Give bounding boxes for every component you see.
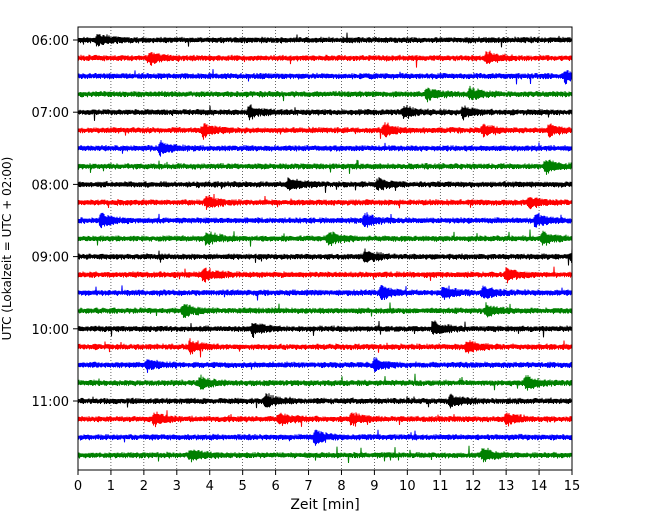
trace-0915 (77, 266, 573, 284)
x-tick-label: 9 (370, 479, 378, 494)
x-tick-label: 7 (304, 479, 312, 494)
y-tick-label: 07:00 (32, 106, 69, 121)
x-tick-label: 10 (399, 479, 416, 494)
y-axis-ticks: 06:00 07:00 08:00 09:00 10:00 11:00 (32, 34, 78, 410)
x-tick-label: 8 (337, 479, 345, 494)
trace-0900 (77, 248, 573, 266)
x-tick-label: 15 (564, 479, 581, 494)
trace-0700 (77, 104, 573, 121)
trace-0745 (77, 159, 573, 175)
trace-0645 (77, 85, 573, 103)
trace-0815 (77, 193, 573, 210)
x-tick-label: 0 (74, 479, 82, 494)
y-axis-title: UTC (Lokalzeit = UTC + 02:00) (0, 157, 14, 341)
trace-1100 (77, 393, 573, 409)
x-axis-title: Zeit [min] (290, 497, 359, 513)
x-axis-ticks: 0 1 2 3 4 5 6 7 8 9 10 11 12 13 14 15 (74, 470, 580, 494)
y-tick-label: 11:00 (32, 395, 69, 410)
trace-1030 (77, 357, 573, 373)
trace-0930 (77, 284, 573, 301)
trace-1045 (77, 373, 573, 391)
y-tick-label: 10:00 (32, 323, 69, 338)
y-tick-label: 09:00 (32, 251, 69, 266)
trace-1145 (77, 445, 573, 464)
trace-1000 (77, 320, 573, 339)
y-tick-label: 06:00 (32, 34, 69, 49)
trace-0945 (77, 302, 573, 318)
seismic-traces (77, 32, 573, 464)
x-tick-label: 5 (239, 479, 247, 494)
y-tick-label: 08:00 (32, 178, 69, 193)
trace-0715 (77, 122, 573, 140)
trace-0845 (77, 229, 573, 247)
x-tick-label: 3 (173, 479, 181, 494)
x-tick-label: 12 (465, 479, 482, 494)
x-tick-label: 14 (531, 479, 548, 494)
x-tick-label: 6 (271, 479, 279, 494)
trace-1130 (77, 429, 573, 446)
trace-1015 (77, 338, 573, 358)
trace-0600 (77, 32, 573, 48)
x-tick-label: 2 (140, 479, 148, 494)
trace-1115 (77, 410, 573, 428)
x-tick-label: 4 (206, 479, 214, 494)
x-tick-label: 11 (432, 479, 449, 494)
trace-0830 (77, 212, 573, 229)
trace-0730 (77, 140, 573, 157)
trace-0630 (77, 69, 573, 85)
x-tick-label: 1 (107, 479, 115, 494)
trace-0615 (77, 50, 573, 68)
trace-0800 (77, 177, 573, 193)
x-tick-label: 13 (498, 479, 515, 494)
plot-frame (77, 26, 573, 471)
